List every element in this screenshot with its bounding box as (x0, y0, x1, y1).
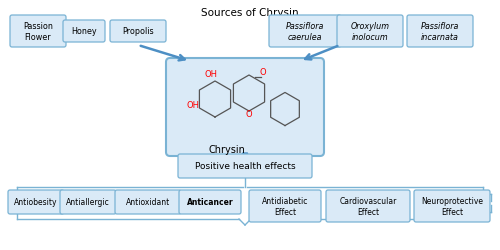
FancyBboxPatch shape (60, 190, 116, 214)
Text: Antidiabetic
Effect: Antidiabetic Effect (262, 196, 308, 216)
Text: Chrysin: Chrysin (208, 144, 246, 154)
FancyArrow shape (240, 154, 250, 174)
FancyBboxPatch shape (407, 16, 473, 48)
FancyBboxPatch shape (414, 190, 490, 222)
FancyBboxPatch shape (8, 190, 64, 214)
Text: Passiflora
incarnata: Passiflora incarnata (421, 22, 459, 42)
FancyBboxPatch shape (326, 190, 410, 222)
FancyBboxPatch shape (63, 21, 105, 43)
FancyBboxPatch shape (166, 59, 324, 156)
Text: Sources of Chrysin: Sources of Chrysin (201, 8, 299, 18)
FancyBboxPatch shape (178, 154, 312, 178)
Text: Antiallergic: Antiallergic (66, 198, 110, 207)
Text: Passion
Flower: Passion Flower (23, 22, 53, 42)
FancyBboxPatch shape (110, 21, 166, 43)
Text: Oroxylum
inolocum: Oroxylum inolocum (350, 22, 390, 42)
Text: O: O (260, 68, 266, 77)
Text: O: O (246, 110, 252, 119)
Text: Passiflora
caerulea: Passiflora caerulea (286, 22, 324, 42)
Text: Propolis: Propolis (122, 28, 154, 36)
Text: OH: OH (186, 101, 200, 110)
FancyBboxPatch shape (115, 190, 181, 214)
FancyBboxPatch shape (249, 190, 321, 222)
Text: Cardiovascular
Effect: Cardiovascular Effect (340, 196, 396, 216)
FancyBboxPatch shape (269, 16, 341, 48)
FancyBboxPatch shape (10, 16, 66, 48)
FancyBboxPatch shape (179, 190, 241, 214)
FancyBboxPatch shape (337, 16, 403, 48)
Text: Anticancer: Anticancer (186, 198, 234, 207)
Text: Neuroprotective
Effect: Neuroprotective Effect (421, 196, 483, 216)
Text: OH: OH (204, 70, 218, 79)
Text: Antiobesity: Antiobesity (14, 198, 58, 207)
Text: Antioxidant: Antioxidant (126, 198, 170, 207)
Text: Honey: Honey (71, 28, 97, 36)
Text: Positive health effects: Positive health effects (194, 162, 296, 171)
